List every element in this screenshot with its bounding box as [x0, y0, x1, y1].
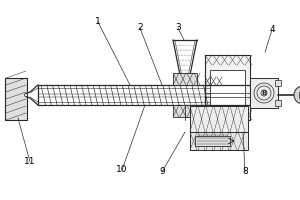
- Bar: [190, 106, 248, 132]
- Bar: [275, 80, 281, 86]
- Text: 11: 11: [24, 158, 36, 166]
- Bar: [195, 136, 230, 146]
- Bar: [299, 92, 300, 98]
- Text: 8: 8: [242, 168, 248, 176]
- Circle shape: [294, 86, 300, 104]
- Text: 3: 3: [175, 23, 181, 32]
- Bar: [190, 132, 248, 150]
- Text: 1: 1: [95, 18, 101, 26]
- Text: 9: 9: [159, 168, 165, 176]
- Text: B: B: [261, 90, 267, 96]
- Text: 2: 2: [137, 23, 143, 32]
- Bar: [275, 100, 281, 106]
- Text: 4: 4: [269, 25, 275, 34]
- Bar: [5, 78, 27, 120]
- Bar: [173, 73, 197, 85]
- Bar: [250, 78, 278, 108]
- Bar: [173, 105, 197, 117]
- Bar: [210, 70, 245, 105]
- Circle shape: [25, 94, 28, 97]
- Bar: [205, 55, 250, 120]
- Text: 10: 10: [116, 166, 128, 174]
